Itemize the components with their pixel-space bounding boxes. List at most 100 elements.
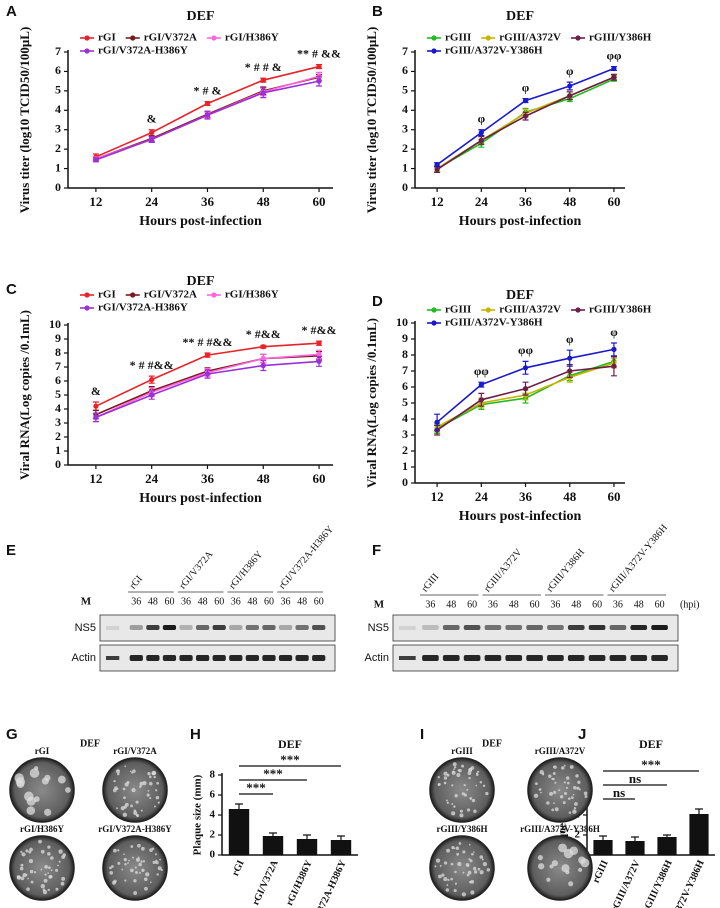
plaque-spot bbox=[462, 850, 466, 854]
plaque-spot bbox=[128, 859, 130, 862]
group-label: rGIII bbox=[420, 572, 442, 595]
y-tick-label: 4 bbox=[55, 102, 61, 116]
plaque-spot bbox=[15, 777, 26, 787]
plaque-spot bbox=[121, 868, 124, 871]
hour-label: 60 bbox=[467, 599, 477, 610]
y-tick-label: 5 bbox=[55, 83, 61, 97]
y-tick-label: 8 bbox=[55, 345, 61, 359]
band bbox=[484, 625, 502, 630]
plaque-spot bbox=[133, 810, 138, 816]
point bbox=[522, 97, 529, 104]
band bbox=[463, 655, 481, 661]
row-label: NS5 bbox=[75, 622, 96, 634]
x-tick-label: 24 bbox=[475, 194, 489, 209]
plaque-spot bbox=[40, 884, 45, 889]
plaque-spot bbox=[563, 781, 567, 784]
point bbox=[93, 403, 99, 409]
y-axis-title: Virus titer (log10 TCID50/100μL) bbox=[17, 27, 32, 214]
plaque-spot bbox=[130, 845, 134, 848]
plaque-spot bbox=[482, 861, 487, 867]
plaque-spot bbox=[149, 775, 152, 779]
y-tick-label: 6 bbox=[210, 789, 216, 801]
legend-marker bbox=[431, 320, 437, 326]
panel-label: B bbox=[372, 3, 383, 20]
plaque-spot bbox=[476, 772, 478, 775]
x-tick-label: 60 bbox=[607, 489, 620, 504]
band bbox=[262, 625, 276, 630]
plaque-spot bbox=[461, 764, 465, 768]
plaque-spot bbox=[473, 870, 478, 874]
y-tick-label: 2 bbox=[402, 141, 408, 155]
point bbox=[260, 77, 266, 83]
plaque-spot bbox=[55, 887, 59, 891]
y-tick-label: 5 bbox=[55, 387, 61, 401]
dish-label: rGI bbox=[35, 746, 50, 756]
dish-label: rGIII/Y386H bbox=[436, 824, 487, 834]
plaque-spot bbox=[44, 808, 52, 816]
plaque-spot bbox=[154, 853, 157, 856]
band bbox=[399, 656, 416, 660]
x-tick-label: rGI/V372A bbox=[250, 858, 281, 907]
plaque-spot bbox=[123, 853, 125, 856]
y-tick-label: 1 bbox=[55, 160, 61, 174]
row-label: Actin bbox=[72, 652, 96, 664]
plaque-spot bbox=[453, 766, 457, 769]
legend-marker bbox=[130, 292, 136, 298]
legend-label: rGI/V372A bbox=[144, 32, 197, 44]
annotation: & bbox=[91, 384, 101, 398]
plaque-spot bbox=[129, 770, 132, 773]
dish-label: rGI/H386Y bbox=[20, 824, 64, 834]
group-label: rGI/V372A bbox=[177, 548, 216, 591]
dish-label: rGI/V372A-H386Y bbox=[98, 824, 172, 834]
error-bar bbox=[303, 834, 311, 839]
chart-title: DEF bbox=[639, 737, 663, 751]
band bbox=[442, 625, 460, 630]
plaque-spot bbox=[443, 861, 448, 865]
annotation: φ bbox=[478, 111, 486, 125]
plaque-spot bbox=[584, 794, 588, 798]
plaque-spot bbox=[157, 866, 162, 871]
plaque-spot bbox=[60, 881, 65, 886]
point bbox=[204, 100, 211, 107]
error-bar bbox=[337, 835, 345, 840]
panel-label: C bbox=[6, 281, 17, 298]
hour-label: 36 bbox=[281, 596, 291, 607]
band bbox=[229, 655, 243, 661]
band bbox=[212, 625, 226, 630]
band bbox=[195, 655, 210, 661]
band bbox=[547, 655, 564, 661]
plaque-spot bbox=[479, 781, 483, 784]
plaque-spot bbox=[568, 881, 574, 887]
plaque-spot bbox=[479, 870, 484, 875]
point bbox=[316, 358, 322, 364]
x-axis-title: Hours post-infection bbox=[459, 509, 582, 524]
plaque-spot bbox=[147, 789, 150, 792]
legend-label: rGIII/A372V-Y386H bbox=[445, 317, 543, 329]
x-axis-title: Hours post-infection bbox=[139, 491, 262, 506]
panel-label: A bbox=[6, 3, 17, 20]
plaque-spot bbox=[456, 852, 460, 856]
band bbox=[609, 625, 627, 630]
dish bbox=[429, 835, 495, 901]
x-tick-label: 24 bbox=[145, 471, 159, 486]
plaque-spot bbox=[583, 791, 588, 796]
plaque-spot bbox=[61, 855, 66, 859]
significance-label: ns bbox=[613, 785, 625, 800]
chart-title: DEF bbox=[187, 274, 215, 289]
plaque-spot bbox=[140, 860, 143, 863]
plaque-spot bbox=[38, 839, 42, 844]
y-tick-label: 9 bbox=[402, 331, 408, 345]
plaque-spot bbox=[113, 779, 116, 783]
plaque-spot bbox=[29, 869, 34, 874]
significance-label: *** bbox=[280, 752, 300, 767]
plaque-spot bbox=[564, 791, 568, 795]
plaque-spot bbox=[473, 809, 477, 813]
point bbox=[478, 397, 484, 403]
y-tick-label: 0 bbox=[55, 457, 61, 471]
y-tick-label: 4 bbox=[402, 102, 408, 116]
band bbox=[278, 655, 293, 661]
plaque-spot bbox=[542, 773, 545, 776]
band bbox=[505, 655, 523, 661]
error-bar bbox=[631, 836, 639, 841]
x-tick-label: 60 bbox=[607, 194, 620, 209]
